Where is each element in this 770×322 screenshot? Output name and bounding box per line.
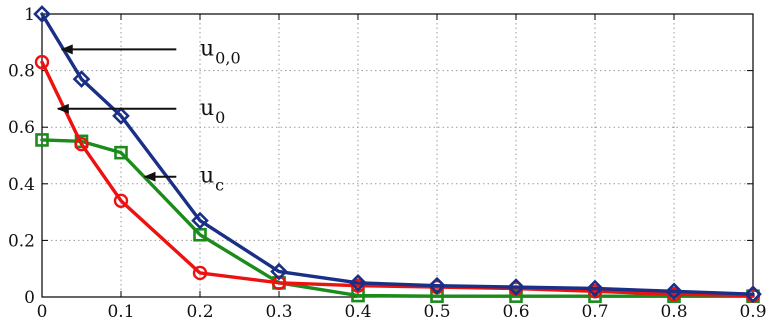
annotation-subscript: 0 <box>215 108 225 127</box>
x-tick-label: 0.3 <box>265 302 292 322</box>
grid-lines <box>42 14 753 297</box>
u0-0-diamond-point <box>428 276 446 295</box>
u0-0-diamond-point <box>72 70 91 88</box>
plot-frame <box>41 13 754 298</box>
u0-0-diamond-point <box>665 282 683 301</box>
x-tick-label: 0.8 <box>660 302 687 322</box>
series-u0-0 <box>33 5 762 304</box>
uc-square-point <box>430 289 444 303</box>
y-tick-label: 1 <box>24 5 35 25</box>
x-tick-label: 0 <box>37 302 48 322</box>
annotation-main-text: u <box>200 36 214 61</box>
annotation-label: u0 <box>200 96 225 127</box>
uc-square-point <box>35 133 49 147</box>
annotation-label: u0,0 <box>200 36 241 67</box>
u0-0-diamond-point <box>744 285 762 304</box>
u0-0-diamond-point <box>191 211 209 230</box>
y-tick-label: 0 <box>24 288 35 308</box>
y-tick-label: 0.6 <box>8 118 35 138</box>
u0-circle-point <box>113 193 129 208</box>
x-tick-label: 0.1 <box>107 302 134 322</box>
series-line-uc <box>40 138 755 298</box>
uc-square-point <box>509 289 523 303</box>
u0-0-diamond-point <box>349 274 367 292</box>
annotation-subscript: 0,0 <box>215 48 240 67</box>
x-tick-label: 0.6 <box>502 302 529 322</box>
x-tick-label: 0.2 <box>186 302 213 322</box>
annotation-label: uc <box>200 164 224 195</box>
series-line-u0 <box>40 60 755 298</box>
series-line-u0-0 <box>40 12 755 296</box>
y-tick-label: 0.8 <box>8 62 35 82</box>
annotation-subscript: c <box>215 176 224 195</box>
u0-0-diamond-point <box>586 279 604 298</box>
u0-circle-point <box>192 265 208 281</box>
y-tick-label: 0.4 <box>8 175 35 195</box>
annotation-main-text: u <box>200 96 214 121</box>
axis-ticks: 0 0.1 0.2 0.3 0.4 0.5 0.6 0.7 0.8 0.9 0 0.2 0.4 0.6 0.… <box>8 5 767 322</box>
u0-0-diamond-point <box>507 278 525 296</box>
u0-circle-point <box>34 54 50 70</box>
y-tick-label: 0.2 <box>8 231 35 251</box>
u0-0-diamond-point <box>270 262 288 281</box>
x-tick-label: 0.4 <box>344 302 371 322</box>
x-tick-label: 0.5 <box>423 302 450 322</box>
series-uc <box>35 133 760 303</box>
x-tick-label: 0.7 <box>581 302 608 322</box>
uc-square-point <box>114 145 128 160</box>
u0-0-diamond-point <box>33 5 51 23</box>
u0-0-diamond-point <box>112 107 130 125</box>
annotation-main-text: u <box>200 164 214 189</box>
u0-circle-point <box>74 136 89 152</box>
x-tick-label: 0.9 <box>739 302 766 322</box>
